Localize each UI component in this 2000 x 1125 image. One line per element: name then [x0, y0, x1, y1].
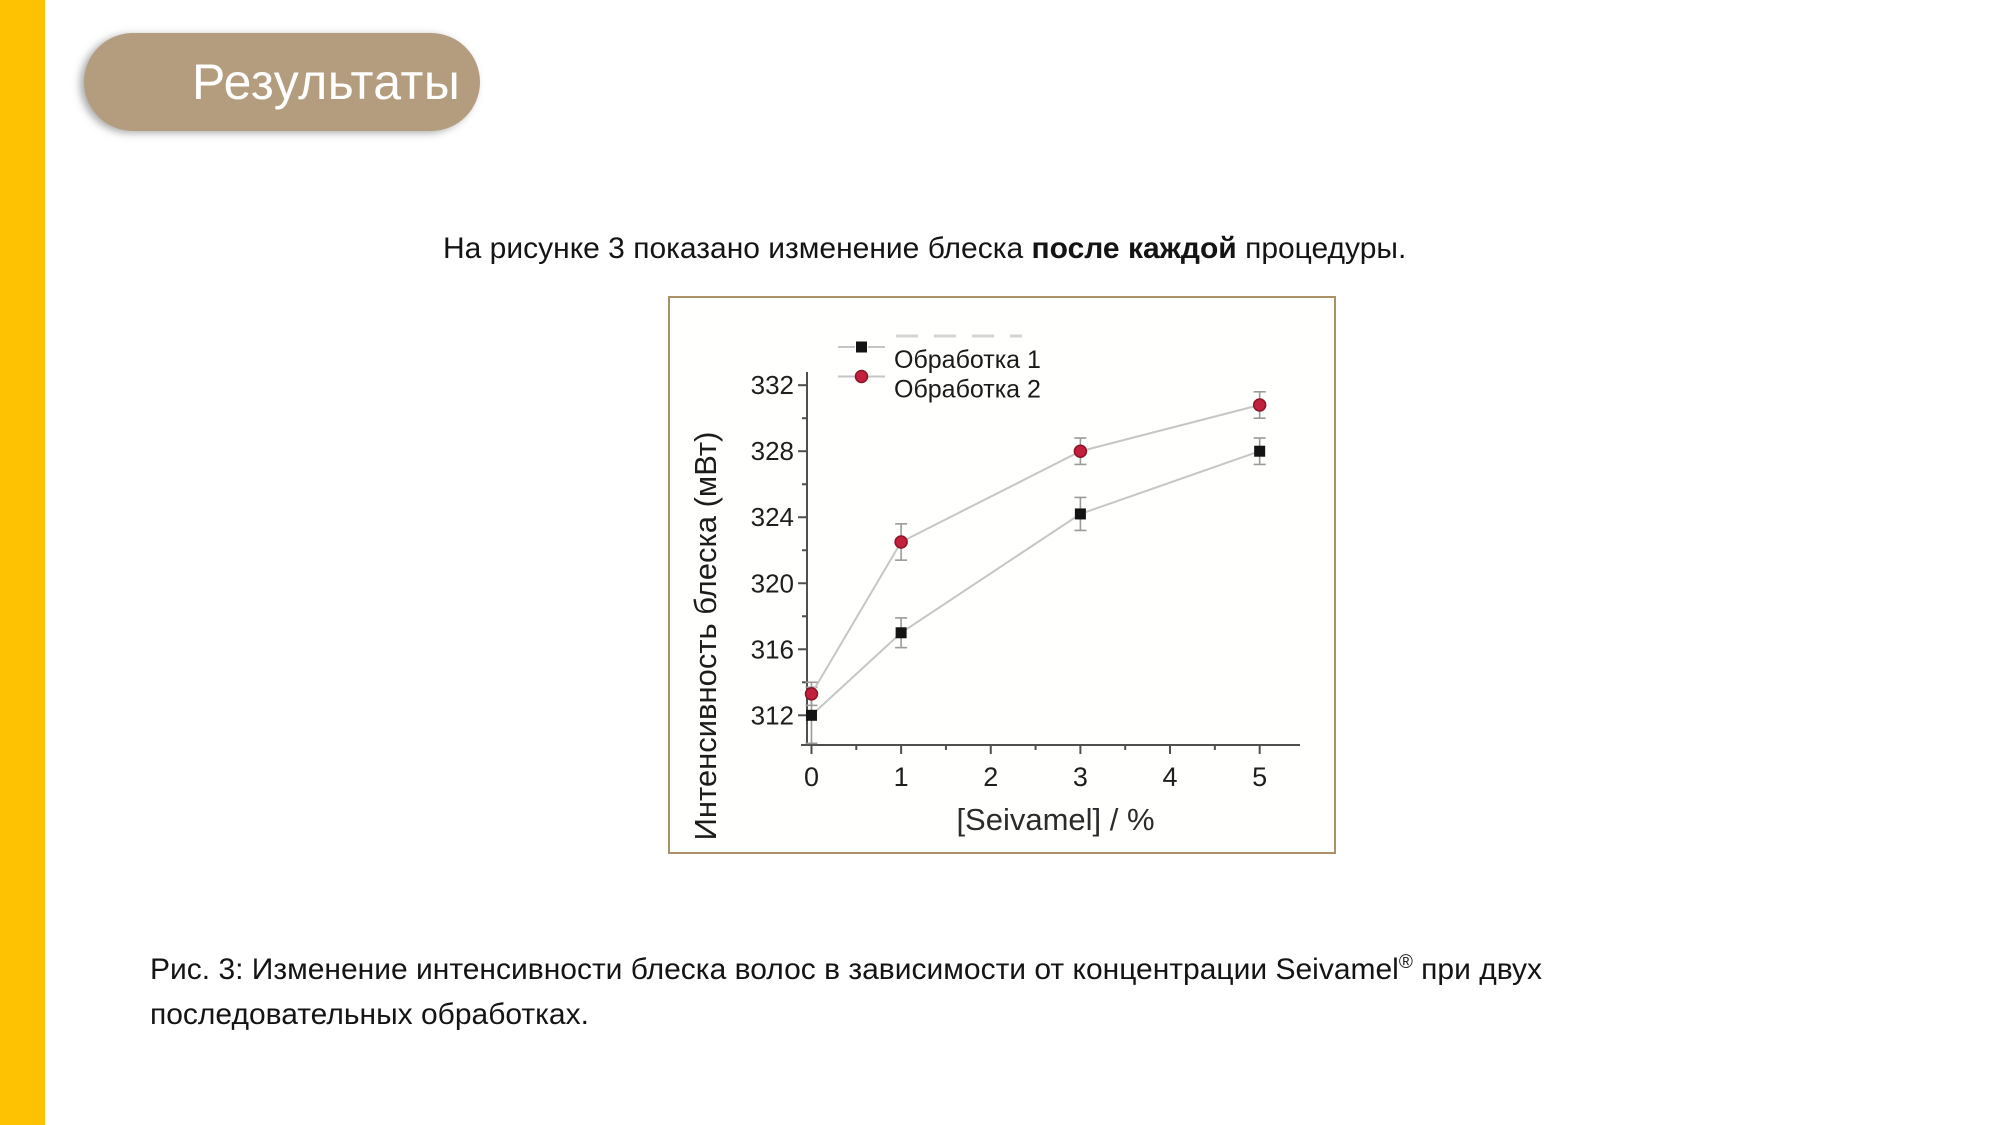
x-tick-label: 1 — [894, 762, 909, 792]
figure-3-chart: 0 1 2 3 4 5 312 316 320 324 328 332 [Seivamel] / % Ин… — [668, 296, 1336, 854]
y-tick-label: 328 — [751, 436, 794, 466]
series-connector-line — [810, 404, 1260, 695]
series-marker-square — [1254, 445, 1266, 457]
caption-registered-mark: ® — [1398, 952, 1413, 973]
x-tick-label: 5 — [1252, 762, 1267, 792]
series-1 — [805, 437, 1266, 745]
x-axis-label: [Seivamel] / % — [956, 802, 1154, 837]
series-marker-square — [856, 341, 867, 353]
series-marker-circle — [894, 535, 908, 549]
y-tick-label: 312 — [751, 700, 794, 730]
series-marker-circle — [1252, 398, 1267, 412]
series-marker-square — [1074, 508, 1086, 520]
axis-ticks — [798, 384, 1261, 754]
y-tick-label: 316 — [751, 634, 794, 664]
series-marker-circle — [1073, 444, 1088, 458]
x-tick-label: 2 — [983, 762, 998, 792]
series-marker-circle — [804, 687, 819, 701]
series-marker-square — [805, 709, 817, 721]
accent-bar — [0, 0, 45, 1125]
y-tick-label: 320 — [751, 568, 794, 598]
y-tick-label: 324 — [751, 502, 794, 532]
x-tick-label: 4 — [1163, 762, 1178, 792]
tick-labels: 0 1 2 3 4 5 312 316 320 324 328 332 — [751, 370, 1268, 792]
legend-label: Обработка 1 — [894, 346, 1041, 374]
y-tick-label: 332 — [751, 370, 794, 400]
shine-chart-svg: 0 1 2 3 4 5 312 316 320 324 328 332 [Seivamel] / % Ин… — [688, 334, 1300, 841]
figure-caption: Рис. 3: Изменение интенсивности блеска в… — [150, 940, 1770, 1037]
series-marker-circle — [854, 369, 869, 384]
x-tick-label: 0 — [804, 762, 819, 792]
caption-text-before: Рис. 3: Изменение интенсивности блеска в… — [150, 953, 1399, 986]
series-connector-line — [810, 450, 1260, 717]
intro-text-bold: после каждой — [1031, 232, 1237, 265]
intro-text-after: процедуры. — [1236, 232, 1407, 265]
series-2 — [804, 391, 1267, 707]
y-axis-label: Интенсивность блеска (мВт) — [688, 432, 723, 841]
series-marker-square — [895, 627, 907, 639]
page-title: Результаты — [192, 54, 461, 110]
intro-text: На рисунке 3 показано изменение блеска п… — [443, 232, 1406, 266]
intro-text-before: На рисунке 3 показано изменение блеска — [443, 232, 1032, 265]
x-tick-label: 3 — [1073, 762, 1088, 792]
results-title-pill: Результаты — [84, 33, 480, 131]
caption-text-after: при двух последовательных обработках. — [150, 953, 1542, 1031]
axes — [801, 372, 1300, 746]
legend-label: Обработка 2 — [894, 376, 1041, 404]
